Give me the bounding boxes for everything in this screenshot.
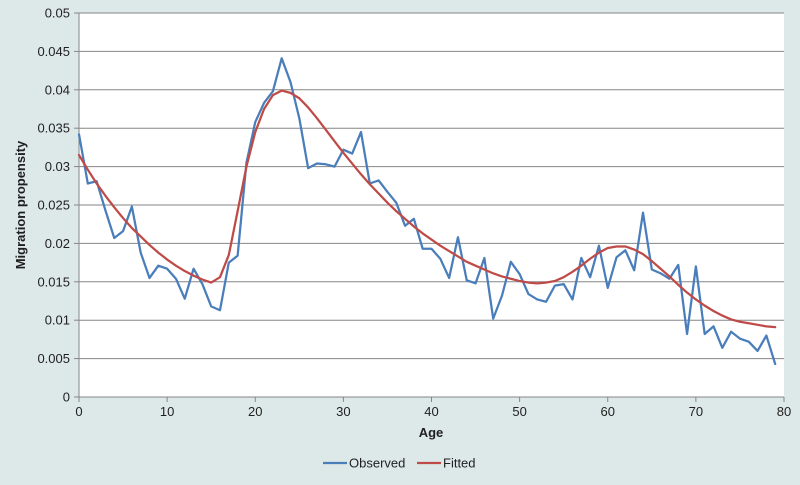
y-tick-label: 0.04 [45,82,70,97]
series-line-fitted [77,89,777,329]
series-lines [77,57,777,366]
x-tick-label: 0 [75,404,82,419]
y-axis-title: Migration propensity [13,140,28,269]
y-tick-label: 0.01 [45,313,70,328]
y-tick-label: 0.05 [45,6,70,21]
x-tick-label: 20 [248,404,262,419]
x-tick-label: 70 [689,404,703,419]
axes [74,12,785,402]
x-tick-label: 30 [336,404,350,419]
y-tick-label: 0.035 [37,121,70,136]
y-tick-label: 0.02 [45,236,70,251]
y-tick-label: 0.005 [37,351,70,366]
legend-label-observed: Observed [349,456,405,471]
x-axis-title: Age [419,425,444,440]
y-tick-label: 0.025 [37,198,70,213]
x-tick-label: 80 [777,404,791,419]
y-tick-label: 0.045 [37,44,70,59]
tick-labels: 0 0.005 0.01 0.015 0.02 0.025 0.03 0.035 0.04 0.0… [37,6,791,420]
x-tick-label: 60 [601,404,615,419]
y-tick-label: 0 [63,390,70,405]
x-tick-label: 10 [160,404,174,419]
x-tick-label: 40 [424,404,438,419]
y-tick-label: 0.03 [45,159,70,174]
legend: Observed Fitted [323,456,476,471]
series-line-observed [77,57,777,366]
legend-label-fitted: Fitted [443,456,476,471]
y-tick-label: 0.015 [37,274,70,289]
gridlines [79,12,784,360]
x-tick-label: 50 [512,404,526,419]
